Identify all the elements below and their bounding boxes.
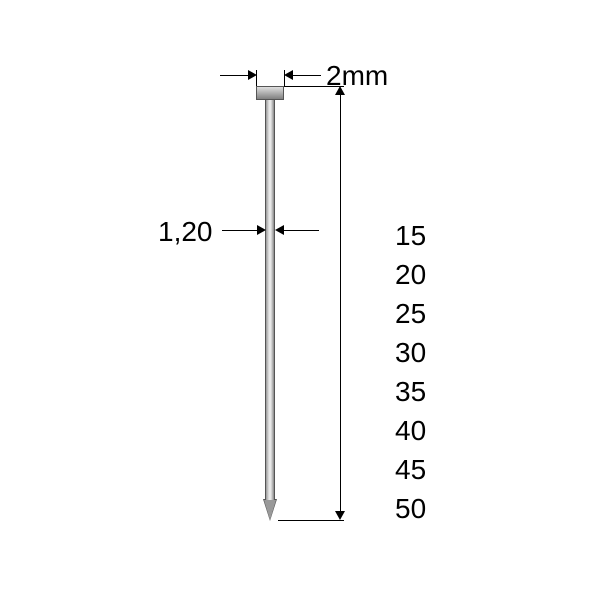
length-value: 35 (395, 376, 426, 408)
arrow-left-icon (284, 70, 293, 80)
dim-ext-bottom (278, 520, 344, 521)
arrow-up-icon (335, 86, 345, 95)
dim-line-head-right (293, 75, 321, 76)
length-value: 15 (395, 220, 426, 252)
nail-shaft (265, 100, 275, 500)
arrow-left-icon (275, 225, 284, 235)
length-value: 45 (395, 454, 426, 486)
dim-line-shaft-left (222, 230, 257, 231)
length-value: 40 (395, 415, 426, 447)
arrow-right-icon (257, 225, 266, 235)
shaft-width-label: 1,20 (158, 216, 213, 248)
length-value: 20 (395, 259, 426, 291)
arrow-down-icon (335, 511, 345, 520)
length-value: 50 (395, 493, 426, 525)
diagram-canvas: 2mm 1,20 1520253035404550 (0, 0, 600, 600)
length-value: 30 (395, 337, 426, 369)
arrow-right-icon (248, 70, 257, 80)
nail-head (256, 86, 284, 100)
length-value: 25 (395, 298, 426, 330)
dim-line-head-left (220, 75, 248, 76)
dim-line-shaft-right (284, 230, 319, 231)
dim-line-length (340, 95, 341, 511)
nail-tip (264, 500, 276, 520)
